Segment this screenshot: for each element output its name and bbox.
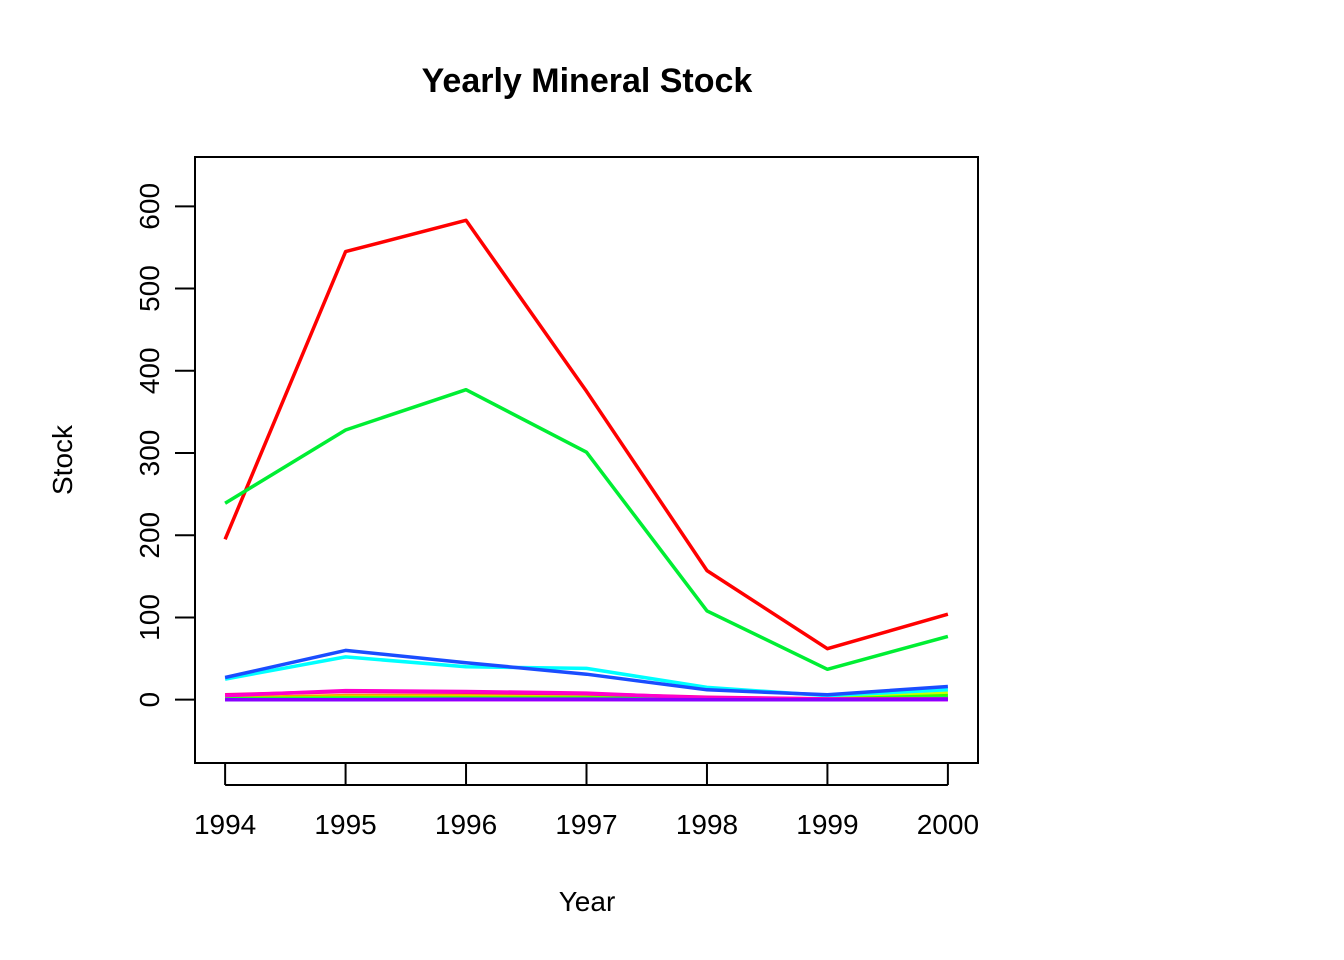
x-tick-label: 1996 xyxy=(435,809,497,840)
y-tick-label: 500 xyxy=(134,265,165,312)
x-axis: 1994 1995 1996 1997 1998 1999 2000 xyxy=(194,763,979,840)
y-tick-label: 100 xyxy=(134,594,165,641)
y-axis: 0 100 200 300 400 500 600 xyxy=(134,183,196,708)
x-tick-label: 1998 xyxy=(676,809,738,840)
series-line-10 xyxy=(224,387,949,672)
y-tick-label: 400 xyxy=(134,347,165,394)
y-tick-label: 600 xyxy=(134,183,165,230)
series-line-9 xyxy=(223,218,949,651)
y-axis-label: Stock xyxy=(47,424,78,495)
x-tick-label: 2000 xyxy=(917,809,979,840)
x-tick-label: 1999 xyxy=(796,809,858,840)
y-tick-label: 200 xyxy=(134,512,165,559)
x-axis-label: Year xyxy=(559,886,616,917)
y-tick-label: 0 xyxy=(134,692,165,708)
x-tick-label: 1997 xyxy=(555,809,617,840)
y-tick-label: 300 xyxy=(134,430,165,477)
series-line-11 xyxy=(224,648,949,697)
plot-frame xyxy=(194,156,979,764)
x-tick-label: 1995 xyxy=(314,809,376,840)
series-layer xyxy=(223,218,949,702)
x-tick-label: 1994 xyxy=(194,809,256,840)
chart-title: Yearly Mineral Stock xyxy=(422,62,753,100)
